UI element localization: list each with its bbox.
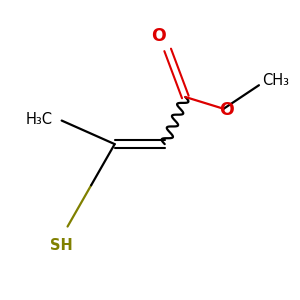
Text: CH₃: CH₃ [262, 73, 289, 88]
Text: H₃C: H₃C [26, 112, 53, 127]
Text: SH: SH [50, 238, 73, 253]
Text: O: O [219, 101, 234, 119]
Text: O: O [152, 27, 166, 45]
